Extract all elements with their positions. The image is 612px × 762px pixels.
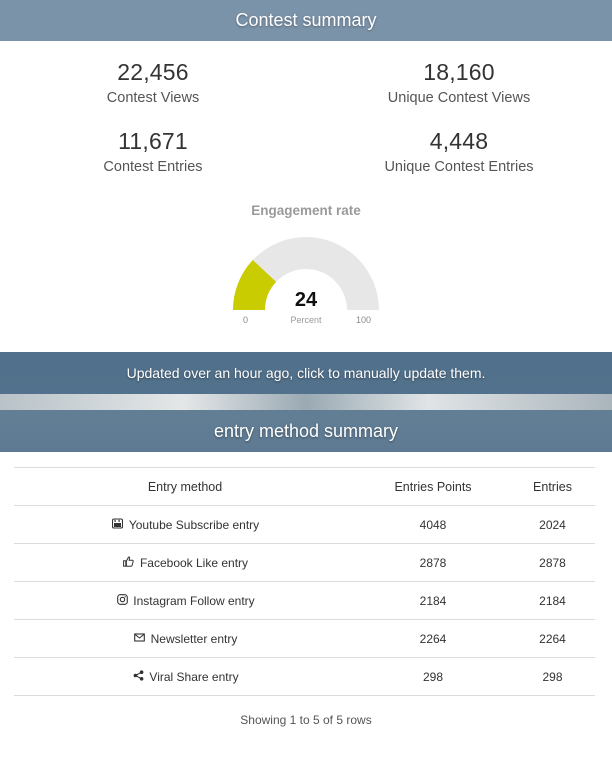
entries-points-cell: 2878: [356, 543, 510, 582]
table-row: Instagram Follow entry 2184 2184: [14, 581, 595, 620]
entries-cell: 2878: [510, 543, 595, 582]
stat-contest-entries: 11,671 Contest Entries: [0, 128, 306, 175]
gauge-min-label: 0: [243, 315, 249, 325]
entry-method-summary-card: Entry method Entries Points Entries Yout…: [0, 452, 612, 762]
entry-method-label: Facebook Like entry: [139, 555, 249, 570]
gauge-unit: Percent: [290, 315, 322, 325]
entry-method-label: Viral Share entry: [149, 669, 239, 684]
table-row: Youtube Subscribe entry 4048 2024: [14, 505, 595, 544]
table-row: Newsletter entry 2264 2264: [14, 619, 595, 658]
instagram-icon: [115, 593, 129, 608]
entry-method-cell: Viral Share entry: [14, 657, 356, 696]
stat-value: 22,456: [117, 59, 189, 85]
stat-label: Contest Entries: [103, 159, 203, 175]
thumbs-up-icon: [122, 555, 136, 570]
share-icon: [131, 669, 145, 684]
entries-cell: 298: [510, 657, 595, 696]
gauge-svg: [233, 237, 379, 310]
gauge-title: Engagement rate: [251, 203, 361, 218]
contest-summary-title: Contest summary: [0, 0, 612, 41]
entry-method-label: Youtube Subscribe entry: [128, 517, 260, 532]
table-header-row: Entry method Entries Points Entries: [14, 467, 595, 506]
youtube-icon: [111, 517, 125, 532]
table-row: Viral Share entry 298 298: [14, 657, 595, 696]
entry-method-label: Newsletter entry: [150, 631, 238, 646]
gauge-fill: [233, 260, 277, 310]
pagination-info: Showing 1 to 5 of 5 rows: [240, 713, 372, 727]
entries-points-cell: 2264: [356, 619, 510, 658]
stat-value: 11,671: [118, 128, 188, 154]
table-row: Facebook Like entry 2878 2878: [14, 543, 595, 582]
entries-cell: 2024: [510, 505, 595, 544]
entry-method-cell: Youtube Subscribe entry: [14, 505, 356, 544]
entry-method-label: Instagram Follow entry: [133, 593, 255, 608]
column-header-entries-points[interactable]: Entries Points: [356, 467, 510, 506]
stat-label: Unique Contest Views: [387, 90, 531, 106]
entry-method-cell: Instagram Follow entry: [14, 581, 356, 620]
background-mountain-strip: [0, 394, 612, 410]
stat-label: Contest Views: [106, 90, 200, 106]
entry-method-cell: Newsletter entry: [14, 619, 356, 658]
entry-method-table: Entry method Entries Points Entries Yout…: [14, 467, 595, 696]
engagement-gauge: 24 Percent 0 100: [226, 230, 386, 330]
manual-update-button[interactable]: Updated over an hour ago, click to manua…: [0, 352, 612, 394]
entries-points-cell: 298: [356, 657, 510, 696]
entries-cell: 2264: [510, 619, 595, 658]
contest-summary-card: Contest summary 22,456 Contest Views 18,…: [0, 0, 612, 352]
gauge-value: 24: [294, 289, 318, 311]
gauge-max-label: 100: [356, 315, 372, 325]
stat-value: 18,160: [423, 59, 495, 85]
entries-cell: 2184: [510, 581, 595, 620]
entries-points-cell: 2184: [356, 581, 510, 620]
entry-method-summary-title: entry method summary: [0, 410, 612, 452]
gauge-track: [233, 237, 379, 310]
stat-unique-contest-views: 18,160 Unique Contest Views: [306, 59, 612, 106]
stat-unique-contest-entries: 4,448 Unique Contest Entries: [306, 128, 612, 175]
envelope-icon: [133, 632, 147, 646]
column-header-entries[interactable]: Entries: [510, 467, 595, 506]
column-header-entry-method[interactable]: Entry method: [14, 467, 356, 506]
entry-method-cell: Facebook Like entry: [14, 543, 356, 582]
stat-label: Unique Contest Entries: [384, 159, 534, 175]
stat-contest-views: 22,456 Contest Views: [0, 59, 306, 106]
entries-points-cell: 4048: [356, 505, 510, 544]
stat-value: 4,448: [429, 128, 489, 154]
